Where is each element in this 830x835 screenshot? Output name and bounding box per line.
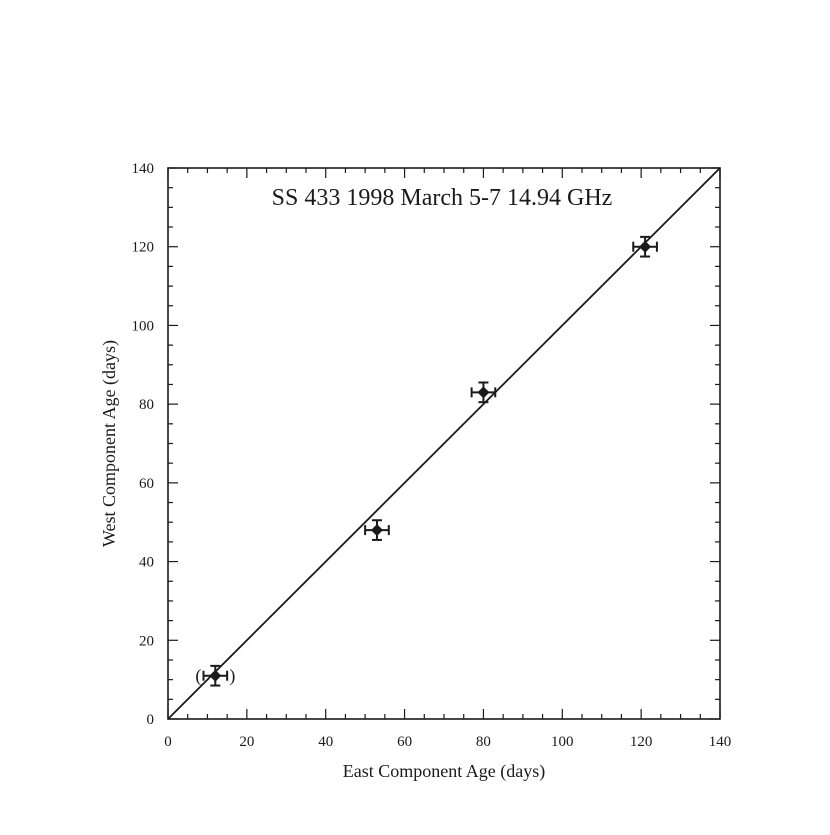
x-tick-label: 80: [476, 734, 491, 750]
y-tick-label: 120: [132, 240, 155, 256]
x-tick-label: 140: [709, 734, 732, 750]
y-tick-label: 100: [132, 318, 155, 334]
point-parenthesis-right: ): [229, 666, 235, 687]
x-tick-label: 120: [630, 734, 653, 750]
y-tick-label: 40: [139, 555, 154, 571]
x-tick-label: 60: [397, 734, 412, 750]
x-tick-label: 20: [239, 734, 254, 750]
data-point: [370, 524, 383, 537]
y-tick-label: 60: [139, 476, 154, 492]
x-axis-label: East Component Age (days): [343, 761, 545, 782]
data-point: [209, 669, 222, 682]
data-point: [477, 386, 490, 399]
x-tick-label: 100: [551, 734, 574, 750]
x-tick-label: 40: [318, 734, 333, 750]
chart-title: SS 433 1998 March 5-7 14.94 GHz: [272, 185, 613, 211]
y-tick-label: 0: [147, 712, 155, 728]
data-point: [639, 240, 652, 253]
y-axis-label: West Component Age (days): [99, 340, 120, 547]
y-tick-label: 20: [139, 633, 154, 649]
x-tick-label: 0: [164, 734, 172, 750]
reference-line: [167, 167, 721, 720]
y-tick-label: 140: [132, 161, 155, 177]
y-tick-label: 80: [139, 397, 154, 413]
point-parenthesis-left: (: [195, 666, 201, 687]
